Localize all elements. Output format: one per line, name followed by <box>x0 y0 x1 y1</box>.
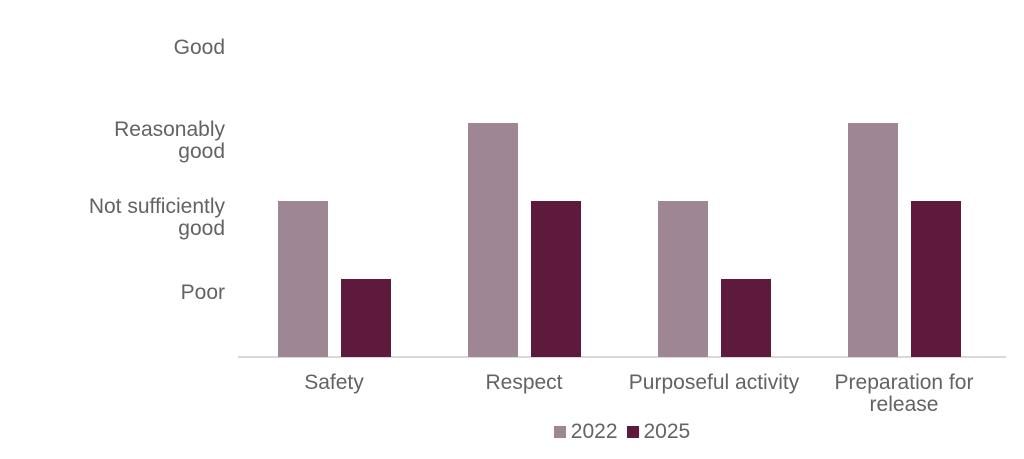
y-axis-tick-label: Good <box>173 36 225 59</box>
legend-swatch-icon <box>553 426 566 438</box>
bar-2025-preparation-for-release <box>910 201 961 357</box>
bar-2025-respect <box>530 201 581 357</box>
x-axis-category-label: Respect <box>485 371 563 394</box>
x-axis-category-label: Purposeful activity <box>628 371 800 394</box>
bar-2022-safety <box>277 201 328 357</box>
legend-label: 2025 <box>643 420 691 443</box>
bar-2022-respect <box>467 123 518 357</box>
legend: 2022 2025 <box>238 420 1006 444</box>
bar-2025-purposeful-activity <box>720 279 771 357</box>
x-axis-line <box>238 356 1006 358</box>
bar-2022-purposeful-activity <box>657 201 708 357</box>
y-axis-tick-label: Reasonably good <box>114 118 225 163</box>
legend-item-2025: 2025 <box>626 420 691 443</box>
x-axis-category-label: Preparation for release <box>834 371 974 416</box>
legend-item-2022: 2022 <box>553 420 618 443</box>
y-axis-tick-label: Not sufficiently good <box>88 195 225 240</box>
x-axis-category-label: Safety <box>304 371 364 394</box>
legend-label: 2022 <box>570 420 618 443</box>
bar-2022-preparation-for-release <box>847 123 898 357</box>
bar-2025-safety <box>340 279 391 357</box>
y-axis-tick-label: Poor <box>180 281 225 304</box>
legend-swatch-icon <box>626 426 639 438</box>
